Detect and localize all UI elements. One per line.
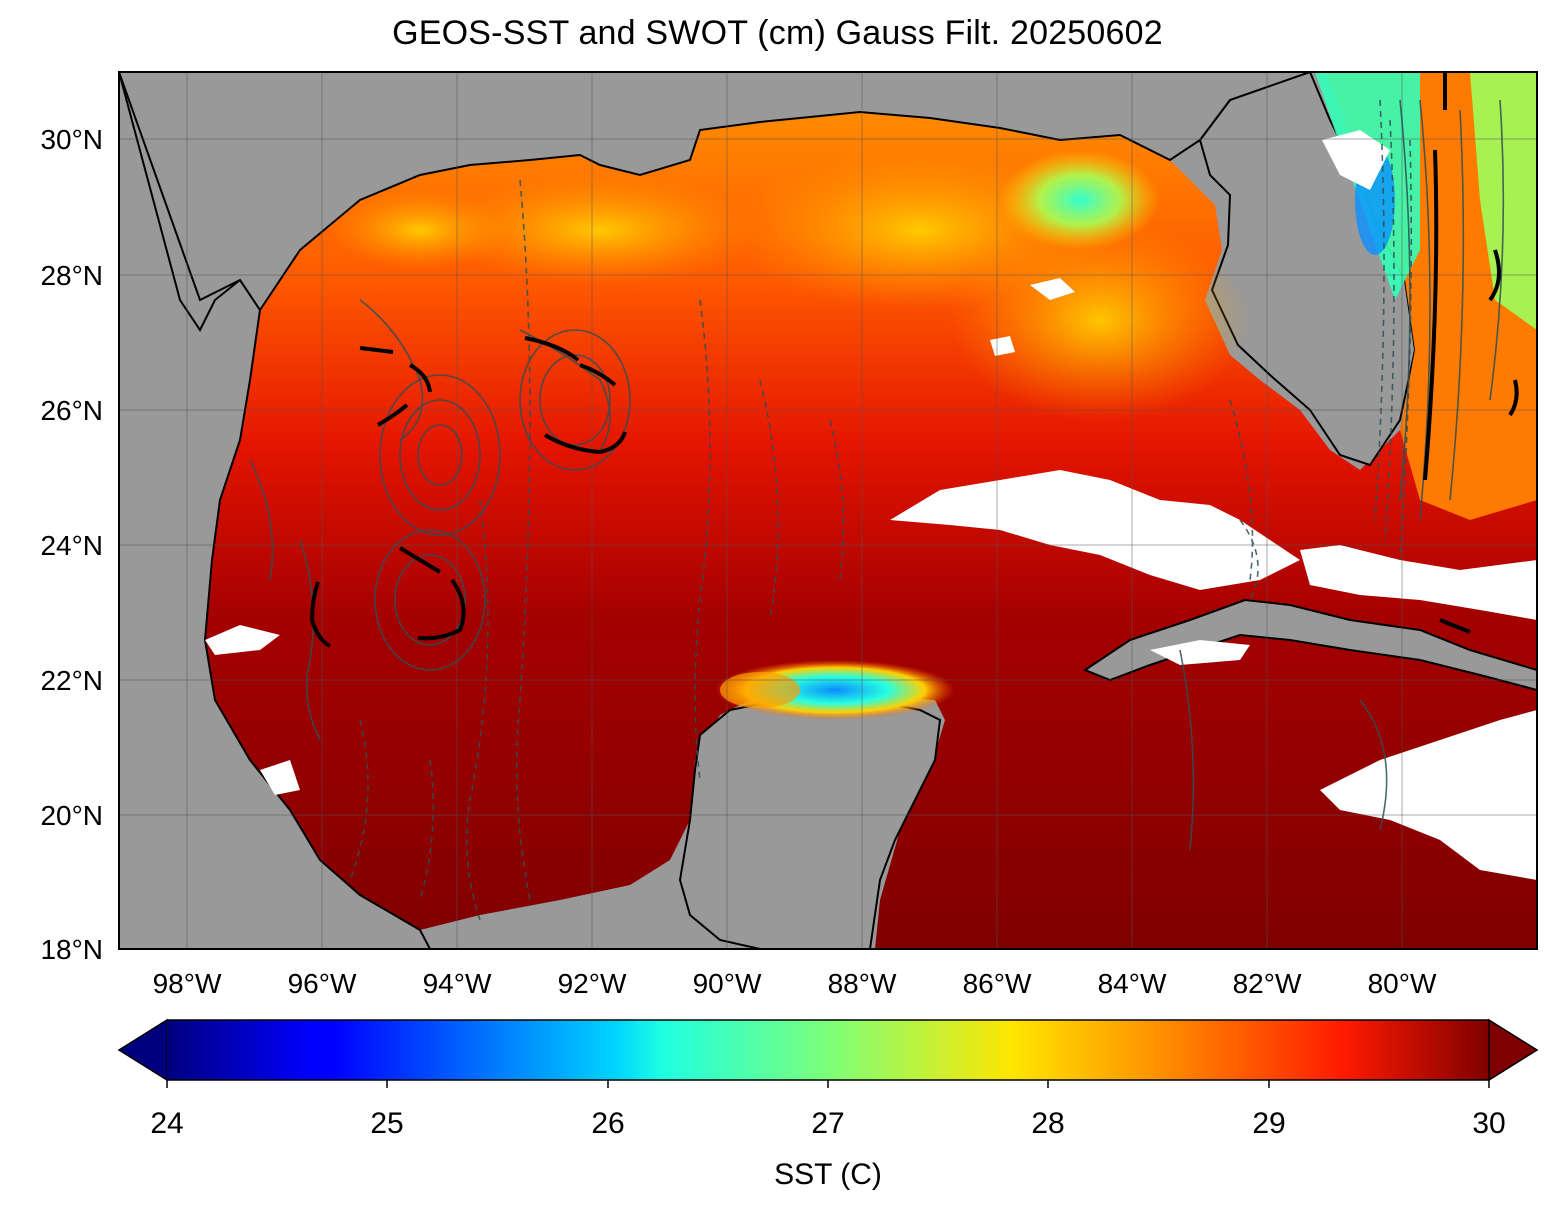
longitude-axis: 98°W 96°W 94°W 92°W 90°W 88°W 86°W 84°W … <box>153 968 1437 999</box>
map-frame <box>118 71 1538 950</box>
lon-tick-label: 84°W <box>1098 968 1167 999</box>
lon-tick-label: 82°W <box>1233 968 1302 999</box>
lon-tick-label: 96°W <box>288 968 357 999</box>
us-gulf-coast-land <box>119 72 1311 312</box>
lat-tick-label: 28°N <box>40 260 103 291</box>
colorbar-tick-label: 25 <box>370 1107 403 1140</box>
lat-tick-label: 26°N <box>40 395 103 426</box>
lon-tick-label: 94°W <box>423 968 492 999</box>
mexico-land <box>119 72 432 949</box>
lon-tick-label: 88°W <box>828 968 897 999</box>
colorbar-tick-label: 24 <box>150 1107 183 1140</box>
colorbar-extend-min <box>117 1018 168 1082</box>
colorbar-tick-label: 30 <box>1472 1107 1505 1140</box>
lat-tick-label: 24°N <box>40 530 103 561</box>
swot-ssh-zero-contours <box>309 72 1519 648</box>
lat-tick-label: 22°N <box>40 665 103 696</box>
swot-ssh-contours <box>249 99 1505 851</box>
lon-tick-label: 80°W <box>1368 968 1437 999</box>
lat-tick-label: 20°N <box>40 800 103 831</box>
latitude-axis: 30°N 28°N 26°N 24°N 22°N 20°N 18°N <box>40 124 103 965</box>
graticule <box>119 72 1537 949</box>
colorbar-tick-label: 28 <box>1031 1107 1064 1140</box>
colorbar-tick-label: 29 <box>1252 1107 1285 1140</box>
lat-tick-label: 30°N <box>40 124 103 155</box>
lon-tick-label: 98°W <box>153 968 222 999</box>
missing-data-mask <box>205 130 1537 880</box>
map-title: GEOS-SST and SWOT (cm) Gauss Filt. 20250… <box>392 14 1163 52</box>
colorbar-title: SST (C) <box>774 1158 882 1191</box>
lon-tick-label: 92°W <box>558 968 627 999</box>
lon-tick-label: 90°W <box>693 968 762 999</box>
colorbar-gradient <box>167 1020 1489 1080</box>
colorbar-tick-label: 27 <box>811 1107 844 1140</box>
lon-tick-label: 86°W <box>963 968 1032 999</box>
swot-ssh-contours-negative <box>349 99 1413 921</box>
colorbar: 24 25 26 27 28 29 30 SST (C) <box>117 1018 1539 1191</box>
colorbar-extend-max <box>1488 1018 1539 1082</box>
colorbar-tick-label: 26 <box>591 1107 624 1140</box>
lat-tick-label: 18°N <box>40 934 103 965</box>
